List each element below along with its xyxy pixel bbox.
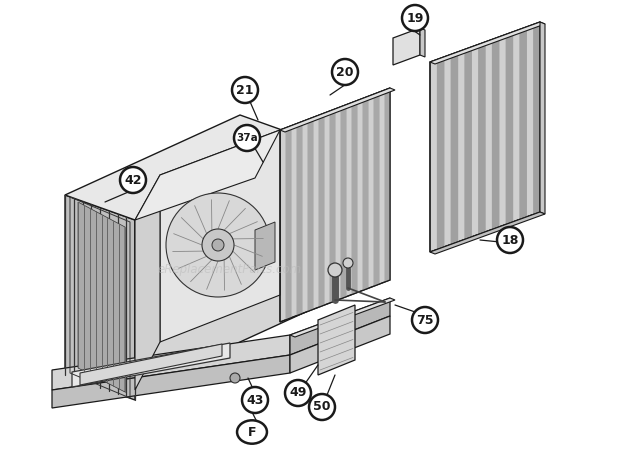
Polygon shape [65,115,310,220]
Circle shape [212,239,224,251]
Polygon shape [72,343,230,387]
Circle shape [230,373,240,383]
Polygon shape [464,47,472,239]
Polygon shape [280,88,390,322]
Text: 75: 75 [416,313,434,327]
Polygon shape [363,96,368,291]
Polygon shape [290,316,390,373]
Polygon shape [533,22,541,215]
Polygon shape [430,212,545,254]
Text: eReplacementParts.com: eReplacementParts.com [158,264,302,276]
Circle shape [412,307,438,333]
Polygon shape [420,28,425,57]
Ellipse shape [237,420,267,444]
Circle shape [234,125,260,151]
Circle shape [120,167,146,193]
Polygon shape [80,344,222,385]
Polygon shape [308,117,314,311]
Text: 49: 49 [290,386,307,400]
Polygon shape [280,88,395,132]
Polygon shape [296,121,303,316]
Text: F: F [248,426,256,438]
Polygon shape [290,298,390,355]
Circle shape [285,380,311,406]
Polygon shape [78,202,125,392]
Polygon shape [135,130,280,220]
Polygon shape [478,42,485,235]
Polygon shape [52,355,290,408]
Polygon shape [540,22,545,214]
Polygon shape [65,195,135,400]
Polygon shape [451,52,458,245]
Polygon shape [492,37,500,229]
Circle shape [232,77,258,103]
Circle shape [328,263,342,277]
Text: 43: 43 [246,393,264,407]
Polygon shape [135,140,310,390]
Circle shape [309,394,335,420]
Polygon shape [135,175,160,390]
Polygon shape [318,305,355,375]
Circle shape [343,258,353,268]
Text: 20: 20 [336,65,354,79]
Polygon shape [437,57,445,249]
Circle shape [242,387,268,413]
Circle shape [497,227,523,253]
Polygon shape [352,100,358,295]
Polygon shape [384,88,391,282]
Text: 37a: 37a [236,133,258,143]
Polygon shape [393,28,420,65]
Text: 42: 42 [124,173,142,186]
Polygon shape [506,32,513,225]
Text: 21: 21 [236,83,254,97]
Polygon shape [329,109,335,303]
Polygon shape [373,92,379,286]
Text: 50: 50 [313,401,330,413]
Polygon shape [430,22,540,252]
Polygon shape [255,222,275,270]
Text: 19: 19 [406,11,423,25]
Polygon shape [520,27,527,219]
Text: 18: 18 [502,234,519,246]
Polygon shape [340,105,347,299]
Polygon shape [319,113,324,307]
Polygon shape [290,298,395,337]
Circle shape [202,229,234,261]
Circle shape [402,5,428,31]
Polygon shape [285,126,291,320]
Circle shape [332,59,358,85]
Circle shape [166,193,270,297]
Polygon shape [52,335,290,390]
Polygon shape [160,130,280,342]
Polygon shape [430,22,545,64]
